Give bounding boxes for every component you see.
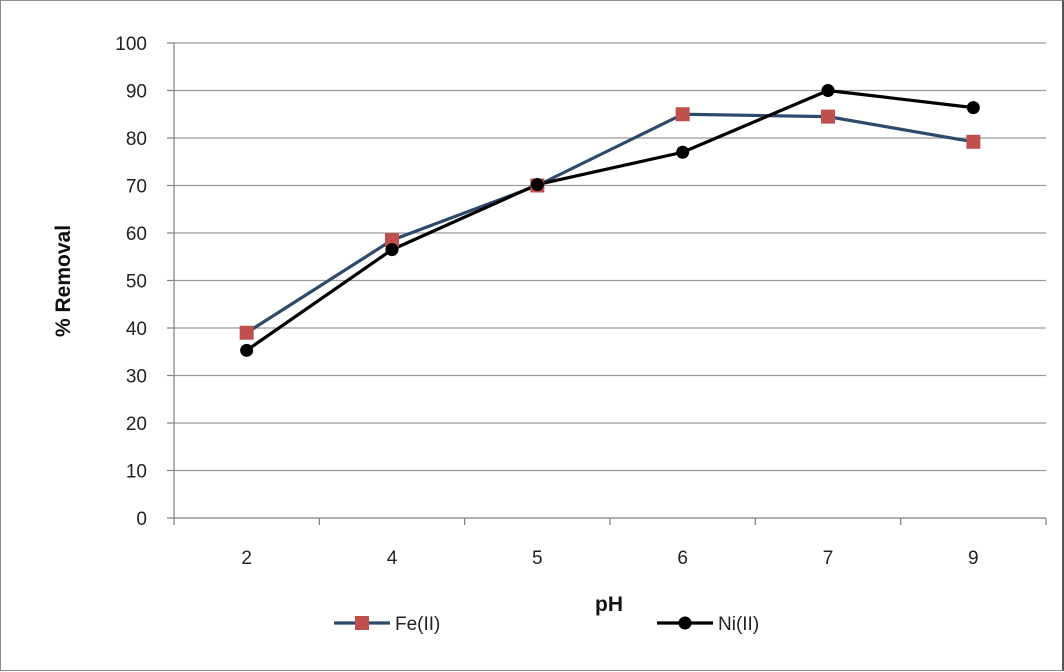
- y-tick-label: 0: [136, 509, 147, 530]
- data-point-square: [821, 109, 835, 124]
- gridlines: [174, 42, 1046, 472]
- y-tick-label: 90: [126, 82, 147, 103]
- x-tick-label: 6: [677, 548, 688, 569]
- data-point-circle: [966, 101, 980, 115]
- y-tick-label: 20: [126, 414, 147, 435]
- series-line-1: [245, 88, 974, 352]
- data-point-circle: [821, 84, 835, 97]
- x-tick-label: 9: [968, 548, 979, 569]
- legend-marker-circle: [678, 616, 692, 630]
- y-tick-label: 40: [126, 319, 147, 340]
- y-axis-title: % Removal: [52, 225, 75, 337]
- data-point-square: [385, 233, 399, 248]
- x-tick-label: 5: [532, 548, 543, 569]
- data-point-circle: [385, 243, 399, 257]
- y-tick-labels: 0 10 20 30 40 50 60 70 80 90 100: [115, 34, 147, 530]
- series-line-0: [245, 112, 974, 335]
- y-tick-label: 10: [126, 462, 147, 483]
- axes: [167, 42, 1047, 525]
- legend-label: Fe(II): [395, 614, 440, 635]
- y-tick-label: 60: [126, 224, 147, 245]
- legend-item: Ni(II): [657, 614, 759, 635]
- x-tick-label: 2: [241, 548, 252, 569]
- x-tick-label: 7: [823, 548, 834, 569]
- x-tick-label: 4: [387, 548, 398, 569]
- data-point-circle: [676, 145, 690, 159]
- data-point-square: [239, 325, 254, 340]
- data-point-square: [675, 107, 690, 122]
- data-point-square: [966, 134, 981, 149]
- data-point-circle: [530, 178, 544, 192]
- legend-marker-square: [355, 616, 369, 630]
- y-tick-label: 100: [115, 34, 147, 55]
- x-axis-title: pH: [595, 593, 623, 616]
- y-tick-label: 50: [126, 272, 147, 293]
- y-tick-label: 70: [126, 177, 147, 198]
- y-tick-label: 80: [126, 129, 147, 150]
- legend: Fe(II) Ni(II): [334, 614, 759, 635]
- data-point-circle: [240, 343, 254, 357]
- legend-label: Ni(II): [718, 614, 759, 635]
- x-tick-labels: 2 4 5 6 7 9: [241, 548, 978, 569]
- legend-item: Fe(II): [334, 614, 440, 635]
- series: [239, 84, 981, 357]
- y-tick-label: 30: [126, 367, 147, 388]
